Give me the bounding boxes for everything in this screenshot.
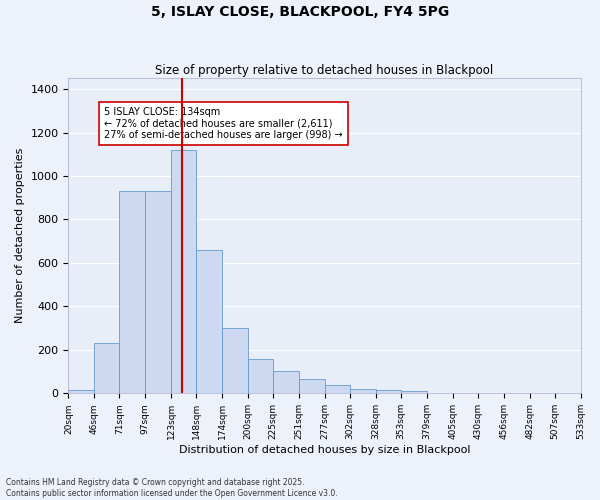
Bar: [299, 378, 325, 394]
Bar: [171, 150, 196, 394]
Y-axis label: Number of detached properties: Number of detached properties: [15, 148, 25, 324]
Bar: [376, 390, 401, 394]
Bar: [222, 328, 248, 394]
Text: 5, ISLAY CLOSE, BLACKPOOL, FY4 5PG: 5, ISLAY CLOSE, BLACKPOOL, FY4 5PG: [151, 5, 449, 19]
Title: Size of property relative to detached houses in Blackpool: Size of property relative to detached ho…: [155, 64, 494, 77]
Bar: [401, 391, 427, 394]
Bar: [273, 370, 299, 394]
Bar: [145, 191, 171, 394]
Bar: [325, 386, 350, 394]
Bar: [119, 191, 145, 394]
Bar: [248, 358, 273, 394]
Bar: [350, 388, 376, 394]
Bar: [94, 344, 119, 394]
Text: Contains HM Land Registry data © Crown copyright and database right 2025.
Contai: Contains HM Land Registry data © Crown c…: [6, 478, 338, 498]
Text: 5 ISLAY CLOSE: 134sqm
← 72% of detached houses are smaller (2,611)
27% of semi-d: 5 ISLAY CLOSE: 134sqm ← 72% of detached …: [104, 106, 343, 140]
Bar: [196, 250, 222, 394]
X-axis label: Distribution of detached houses by size in Blackpool: Distribution of detached houses by size …: [179, 445, 470, 455]
Bar: [68, 390, 94, 394]
